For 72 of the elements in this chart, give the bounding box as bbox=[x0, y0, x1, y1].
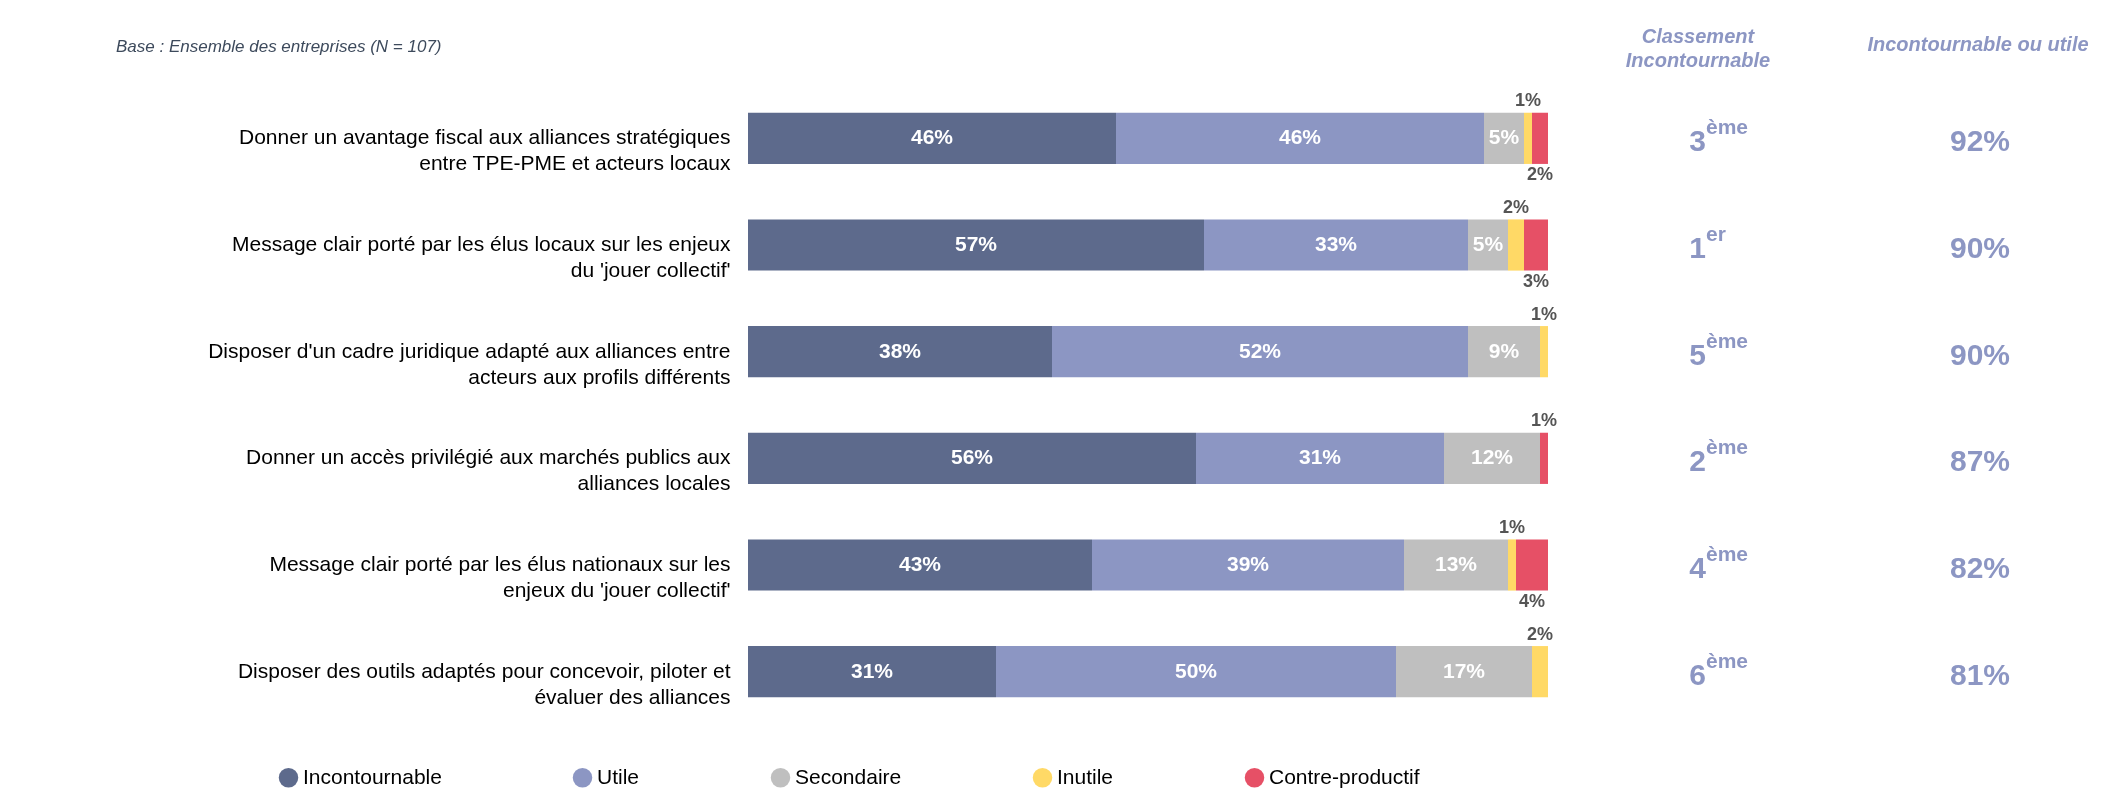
bar bbox=[1052, 326, 1468, 378]
bar bbox=[1092, 539, 1404, 591]
bar bbox=[1396, 646, 1532, 698]
text: 90% bbox=[1949, 337, 2011, 371]
y-tick-label: Disposer d'un cadre juridique adapté aux alliances entre acteurs aux profils différents bbox=[208, 338, 731, 388]
data-label: 1% bbox=[1530, 410, 1558, 431]
bar bbox=[1540, 432, 1548, 484]
data-label: 57% bbox=[954, 232, 998, 255]
data-label: 3% bbox=[1522, 271, 1550, 291]
bar bbox=[1404, 539, 1508, 591]
data-label: 17% bbox=[1442, 658, 1486, 682]
legend-label: Inutile bbox=[1057, 764, 1114, 788]
data-label: 46% bbox=[910, 125, 954, 149]
bar bbox=[1116, 112, 1484, 164]
bar bbox=[748, 646, 996, 698]
text: Base : Ensemble des entreprises (N = 107) bbox=[116, 37, 442, 56]
data-label: 31% bbox=[1298, 445, 1342, 469]
text: 90% bbox=[1949, 231, 2011, 264]
data-label: 33% bbox=[1314, 232, 1358, 255]
text: 87% bbox=[1949, 444, 2011, 478]
text: 92% bbox=[1949, 124, 2011, 158]
legend-label: Contre-productif bbox=[1269, 764, 1420, 788]
bar bbox=[748, 326, 1052, 378]
bar bbox=[1532, 646, 1548, 698]
data-label: 5% bbox=[1472, 232, 1504, 255]
data-label: 1% bbox=[1514, 90, 1542, 111]
data-label: 5% bbox=[1488, 125, 1520, 149]
bar bbox=[1508, 539, 1516, 591]
text: Incontournable ou utile bbox=[1867, 33, 2089, 55]
bar bbox=[1524, 112, 1532, 164]
data-label: 2% bbox=[1526, 623, 1554, 644]
bar bbox=[1204, 219, 1468, 271]
data-label: 31% bbox=[850, 658, 894, 682]
y-tick-label: Donner un accès privilégié aux marchés publics aux alliances locales bbox=[246, 445, 731, 495]
data-label: 4% bbox=[1518, 591, 1546, 611]
bar bbox=[748, 112, 1116, 164]
data-label: 2% bbox=[1502, 197, 1530, 217]
bar bbox=[1516, 539, 1548, 591]
data-label: 9% bbox=[1488, 338, 1520, 362]
text: 81% bbox=[1949, 657, 2011, 691]
data-label: 52% bbox=[1238, 338, 1282, 362]
bar bbox=[748, 432, 1196, 484]
data-label: 50% bbox=[1174, 658, 1218, 682]
y-tick-label: Message clair porté par les élus locaux sur les enjeux du 'jouer collectif' bbox=[232, 232, 731, 281]
bar bbox=[1196, 432, 1444, 484]
data-label: 38% bbox=[878, 338, 922, 362]
bar bbox=[1508, 219, 1524, 271]
bar bbox=[1468, 326, 1540, 378]
text: Classement Incontournable bbox=[1625, 25, 1771, 71]
bar bbox=[1524, 219, 1548, 271]
data-label: 13% bbox=[1434, 552, 1478, 575]
data-label: 1% bbox=[1530, 303, 1558, 324]
bar bbox=[748, 219, 1204, 271]
data-label: 43% bbox=[898, 552, 942, 575]
y-tick-label: Message clair porté par les élus nationaux sur les enjeux du 'jouer collectif' bbox=[269, 552, 731, 601]
y-tick-label: Donner un avantage fiscal aux alliances stratégiques entre TPE-PME et acteurs locaux bbox=[239, 125, 731, 175]
data-label: 39% bbox=[1226, 552, 1270, 575]
y-tick-label: Disposer des outils adaptés pour concevoir, piloter et évaluer des alliances bbox=[237, 658, 731, 708]
legend-label: Utile bbox=[597, 764, 640, 788]
legend-label: Secondaire bbox=[795, 764, 902, 788]
bar bbox=[996, 646, 1396, 698]
data-label: 56% bbox=[950, 445, 994, 469]
data-label: 2% bbox=[1526, 164, 1554, 185]
bar bbox=[1532, 112, 1548, 164]
bar bbox=[748, 539, 1092, 591]
data-label: 12% bbox=[1470, 445, 1514, 469]
bar bbox=[1444, 432, 1540, 484]
data-label: 1% bbox=[1498, 517, 1526, 537]
bar bbox=[1540, 326, 1548, 378]
legend-label: Incontournable bbox=[303, 764, 442, 788]
text: 82% bbox=[1949, 551, 2011, 584]
data-label: 46% bbox=[1278, 125, 1322, 149]
